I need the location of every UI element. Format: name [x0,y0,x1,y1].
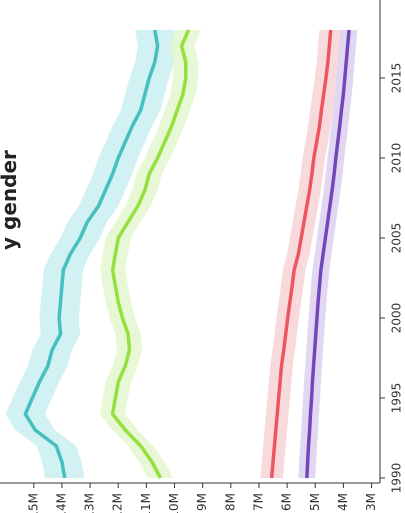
x-tick-label: 2005 [390,223,404,254]
series-line [23,29,160,479]
y-tick-label: 11M [139,493,153,513]
y-tick-label: 3M [364,493,378,511]
y-tick-label: 7M [251,493,265,511]
y-tick-label: 10M [167,493,181,513]
confidence-band [5,30,178,478]
y-tick-label: 8M [223,493,237,511]
y-tick-label: 6M [280,493,294,511]
y-tick-label: 14M [54,493,68,513]
series-line [305,29,351,479]
y-tick-label: 15M [26,493,40,513]
series-line [269,29,333,479]
y-tick-label: 5M [308,493,322,511]
x-tick-label: 2015 [390,63,404,94]
x-tick-label: 1995 [390,383,404,414]
chart-title: y gender [0,150,21,250]
x-tick-label: 2000 [390,303,404,334]
x-tick-label: 1990 [390,463,404,494]
y-tick-label: 12M [111,493,125,513]
x-tick-label: 2010 [390,143,404,174]
y-tick-label: 13M [83,493,97,513]
y-tick-label: 4M [336,493,350,511]
y-tick-label: 9M [195,493,209,511]
series-line [110,29,191,479]
